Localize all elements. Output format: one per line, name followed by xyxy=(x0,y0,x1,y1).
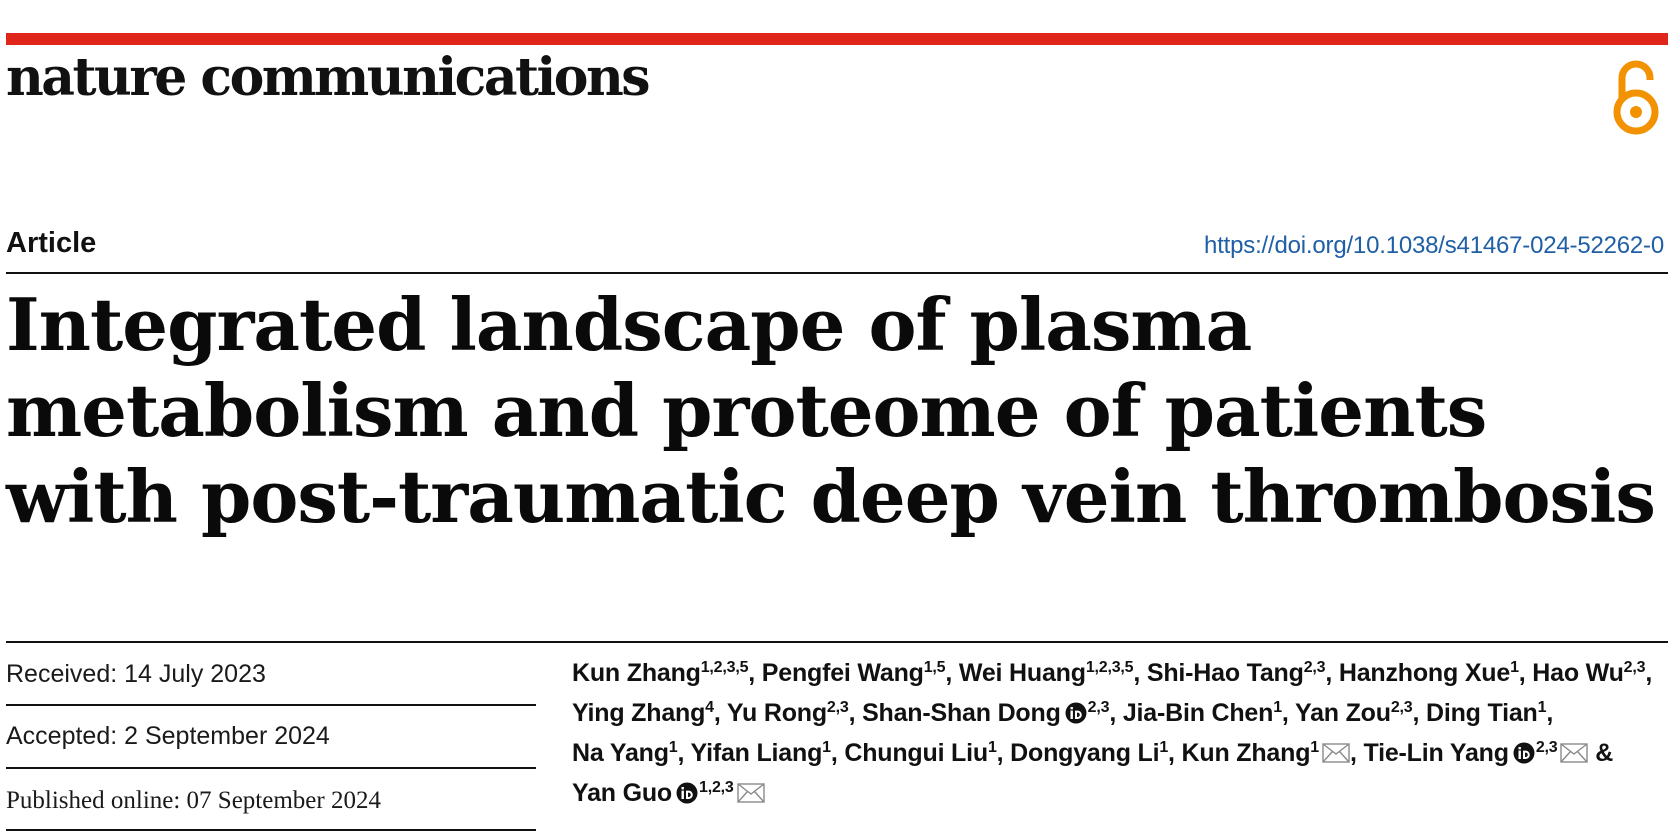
author-name[interactable]: Yifan Liang1 xyxy=(690,739,832,767)
affiliation-superscript: 1 xyxy=(668,739,678,757)
orcid-icon[interactable] xyxy=(1513,742,1535,764)
author-name[interactable]: Pengfei Wang1,5 xyxy=(762,659,946,687)
author-name[interactable]: Yan Zou2,3 xyxy=(1295,699,1413,727)
affiliation-superscript: 1,2,3,5 xyxy=(1085,659,1134,677)
author-name[interactable]: Tie-Lin Yang 2,3 xyxy=(1363,739,1589,767)
author-name-text: Yifan Liang xyxy=(690,739,823,767)
author-name-text: Kun Zhang xyxy=(572,659,701,687)
author-name[interactable]: Ding Tian1 xyxy=(1425,699,1547,727)
affiliation-superscript: 1 xyxy=(822,739,831,757)
affiliation-superscript: 1 xyxy=(1537,699,1547,717)
author-name-text: Ding Tian xyxy=(1425,699,1538,727)
article-type-label: Article xyxy=(6,227,97,259)
author-name-text: Tie-Lin Yang xyxy=(1363,739,1509,767)
published-date: Published online: 07 September 2024 xyxy=(6,787,381,814)
author-name[interactable]: Hao Wu2,3 xyxy=(1532,659,1645,687)
affiliation-superscript: 1 xyxy=(987,739,997,757)
affiliation-superscript: 2,3 xyxy=(1535,739,1558,757)
author-name-text: Yu Rong xyxy=(726,699,827,727)
affiliation-superscript: 1 xyxy=(1273,699,1282,717)
affiliation-superscript: 1 xyxy=(1510,659,1519,677)
affiliation-superscript: 2,3 xyxy=(1623,659,1646,677)
journal-name: nature communications xyxy=(6,47,651,108)
received-date: Received: 14 July 2023 xyxy=(6,660,266,688)
affiliation-superscript: 4 xyxy=(705,699,714,717)
author-name[interactable]: Na Yang1 xyxy=(572,739,678,767)
author-name[interactable]: Yan Guo 1,2,3 xyxy=(572,779,765,807)
author-name[interactable]: Jia-Bin Chen1 xyxy=(1123,699,1282,727)
date-divider xyxy=(6,767,536,769)
author-name[interactable]: Shi-Hao Tang2,3 xyxy=(1147,659,1326,687)
affiliation-superscript: 2,3 xyxy=(826,699,849,717)
metadata-divider xyxy=(6,641,1668,643)
author-name[interactable]: Yu Rong2,3 xyxy=(727,699,849,727)
affiliation-superscript: 1,2,3 xyxy=(699,779,734,797)
affiliation-superscript: 1,5 xyxy=(923,659,946,677)
author-name-text: Pengfei Wang xyxy=(761,659,924,687)
envelope-icon[interactable] xyxy=(1322,743,1350,763)
orcid-icon[interactable] xyxy=(1065,702,1087,724)
envelope-icon[interactable] xyxy=(736,783,765,803)
author-name[interactable]: Kun Zhang1,2,3,5 xyxy=(572,659,748,687)
author-name[interactable]: Ying Zhang4 xyxy=(572,699,714,727)
affiliation-superscript: 2,3 xyxy=(1303,659,1326,677)
author-name[interactable]: Wei Huang1,2,3,5 xyxy=(958,659,1134,687)
author-name-text: Kun Zhang xyxy=(1181,739,1311,767)
author-name[interactable]: Chungui Liu1 xyxy=(844,739,996,767)
affiliation-superscript: 1 xyxy=(1159,739,1169,757)
author-list: Kun Zhang1,2,3,5, Pengfei Wang1,5, Wei H… xyxy=(572,659,1653,807)
author-name-text: Yan Zou xyxy=(1294,699,1391,727)
author-name-text: Wei Huang xyxy=(958,659,1086,687)
article-title: Integrated landscape of plasma metabolis… xyxy=(6,282,1656,539)
author-name[interactable]: Hanzhong Xue1 xyxy=(1339,659,1519,687)
envelope-icon[interactable] xyxy=(1560,743,1589,763)
author-name-text: Yan Guo xyxy=(572,779,673,807)
affiliation-superscript: 2,3 xyxy=(1087,699,1110,717)
author-name-text: Na Yang xyxy=(572,739,669,767)
open-access-lock-icon xyxy=(1613,60,1659,135)
author-name-text: Hao Wu xyxy=(1532,659,1624,687)
affiliation-superscript: 1 xyxy=(1310,739,1319,757)
date-divider xyxy=(6,704,536,706)
affiliation-superscript: 1,2,3,5 xyxy=(700,659,749,677)
orcid-icon[interactable] xyxy=(676,782,698,804)
author-name-text: Dongyang Li xyxy=(1010,739,1160,767)
date-divider xyxy=(6,829,536,831)
doi-link[interactable]: https://doi.org/10.1038/s41467-024-52262… xyxy=(1204,232,1664,259)
author-name-text: Hanzhong Xue xyxy=(1338,659,1511,687)
header-divider xyxy=(6,272,1668,274)
author-name[interactable]: Kun Zhang1 xyxy=(1182,739,1350,767)
journal-accent-bar xyxy=(6,33,1668,45)
accepted-date: Accepted: 2 September 2024 xyxy=(6,722,330,750)
author-name-text: Ying Zhang xyxy=(572,699,706,727)
author-name[interactable]: Shan-Shan Dong 2,3 xyxy=(862,699,1109,727)
author-name-text: Shan-Shan Dong xyxy=(862,699,1061,727)
author-name-text: Shi-Hao Tang xyxy=(1146,659,1304,687)
affiliation-superscript: 2,3 xyxy=(1390,699,1413,717)
author-name-text: Jia-Bin Chen xyxy=(1122,699,1274,727)
author-name-text: Chungui Liu xyxy=(844,739,988,767)
author-name[interactable]: Dongyang Li1 xyxy=(1010,739,1168,767)
